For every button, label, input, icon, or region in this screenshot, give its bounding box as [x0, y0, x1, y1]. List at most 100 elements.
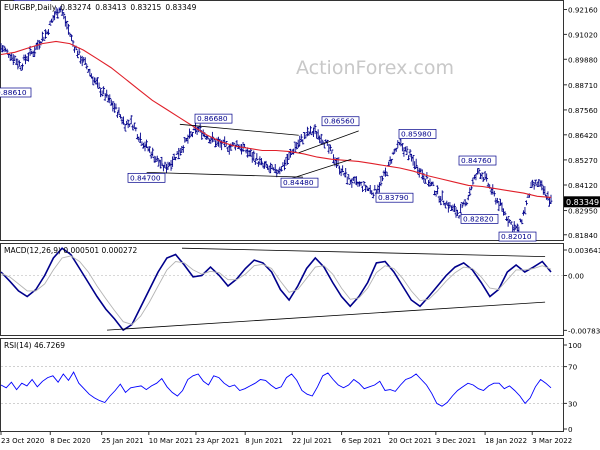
ohlc-bar — [411, 155, 415, 166]
annotation-box — [321, 116, 360, 127]
annotation-box — [398, 129, 437, 139]
ohlc-bar — [5, 48, 9, 54]
ohlc-bar — [436, 185, 440, 195]
ohlc-bar — [407, 155, 410, 161]
price-trendlines — [146, 123, 359, 180]
ohlc-bar — [413, 161, 417, 170]
ohlc-bar — [313, 124, 317, 135]
ohlc-bar — [83, 57, 87, 65]
ohlc-bar — [223, 136, 227, 148]
ohlc-bar — [540, 180, 544, 191]
ohlc-bar — [188, 128, 191, 139]
symbol-title: EURGBP,Daily — [4, 3, 57, 12]
ohlc-bar — [279, 166, 283, 172]
ohlc-bar — [68, 32, 72, 37]
annotation-label: 0.88610 — [0, 88, 27, 97]
ohlc-bar — [91, 76, 95, 86]
y-tick-label: 0.86420 — [568, 131, 598, 140]
ohlc-bar — [469, 185, 473, 191]
ohlc-bar — [134, 126, 138, 132]
ohlc-bar — [537, 179, 541, 187]
ohlc-bar — [139, 132, 142, 144]
price-y-ticks: 0.92160 0.91020 0.89880 0.88710 0.87560 0.864… — [563, 6, 598, 240]
ohlc-bar — [361, 185, 364, 193]
ohlc-bar — [390, 158, 394, 164]
y-tick-label: 0 — [568, 425, 573, 434]
ohlc-high: 0.83413 — [95, 3, 126, 12]
macd-trendline — [107, 301, 546, 331]
ohlc-bar — [11, 54, 15, 66]
y-tick-label: 100 — [568, 341, 582, 350]
macd-series — [0, 247, 552, 332]
ohlc-bar — [126, 119, 130, 129]
ohlc-bar — [44, 29, 47, 39]
annotation-label: 0.85980 — [401, 129, 432, 138]
annotation-label: 0.84760 — [461, 156, 492, 165]
annotation-label: 0.86680 — [197, 114, 228, 123]
ohlc-bar — [158, 159, 162, 169]
ohlc-bar — [99, 88, 102, 98]
price-annotation: 0.88610 — [0, 87, 32, 98]
price-annotation: 0.85980 — [398, 129, 437, 139]
ohlc-bar — [60, 9, 64, 16]
ohlc-bar — [2, 45, 6, 53]
price-annotation: 0.84760 — [458, 155, 497, 166]
ohlc-bar — [471, 177, 475, 185]
ohlc-bar — [364, 184, 368, 193]
ohlc-bar — [477, 167, 481, 175]
ohlc-bar — [253, 159, 257, 165]
price-panel-title: EURGBP,Daily 0.83274 0.83413 0.83215 0.83349 — [4, 3, 197, 12]
current-price-label: 0.83349 — [564, 196, 600, 208]
ohlc-bar — [105, 89, 109, 98]
price-annotation: 0.86560 — [321, 116, 360, 127]
ohlc-bar — [214, 140, 217, 148]
ohlc-bar — [255, 153, 259, 161]
ohlc-bar — [301, 139, 305, 145]
ohlc-bar — [56, 8, 60, 19]
ohlc-bar — [132, 122, 136, 129]
ohlc-bar — [293, 141, 297, 153]
ohlc-bar — [457, 215, 461, 219]
ohlc-bar — [17, 60, 21, 67]
rsi-line — [0, 371, 552, 407]
moving-average-line — [0, 40, 552, 198]
ohlc-bar — [459, 203, 463, 214]
ohlc-close: 0.83349 — [165, 3, 196, 12]
annotation-box — [0, 87, 32, 98]
ohlc-bar — [319, 133, 323, 145]
ohlc-bar — [289, 148, 292, 158]
annotation-box — [194, 113, 233, 124]
annotation-label: 0.83790 — [378, 193, 409, 202]
y-tick-label: 0.82950 — [568, 207, 598, 216]
ohlc-bar — [482, 177, 485, 182]
price-series — [0, 6, 553, 234]
ohlc-bar — [446, 202, 450, 213]
ohlc-bar — [48, 20, 52, 26]
moving-average — [0, 40, 552, 198]
x-tick-label: 10 Mar 2021 — [149, 437, 193, 445]
ohlc-bar — [112, 102, 116, 113]
ohlc-bar — [485, 173, 489, 182]
ohlc-bar — [76, 50, 80, 59]
x-tick-label: 3 Dec 2021 — [436, 437, 476, 445]
annotation-label: 0.84480 — [283, 178, 314, 187]
price-annotation: 0.86680 — [194, 113, 233, 124]
ohlc-bar — [359, 181, 363, 186]
ohlc-bar — [160, 156, 164, 167]
x-tick-label: 20 Oct 2021 — [389, 437, 432, 445]
rsi-panel-title: RSI(14) 46.7269 — [4, 341, 65, 350]
ohlc-bar — [328, 144, 332, 152]
ohlc-bar — [13, 55, 17, 62]
ohlc-bar — [269, 162, 273, 174]
x-tick-label: 18 Jan 2022 — [485, 437, 527, 445]
annotation-box — [458, 155, 497, 166]
annotation-box — [460, 214, 499, 224]
x-tick-label: 23 Oct 2020 — [1, 437, 44, 445]
ohlc-bar — [306, 126, 309, 137]
ohlc-bar — [549, 194, 553, 204]
ohlc-bar — [400, 143, 404, 152]
annotation-label: 0.86560 — [324, 117, 355, 126]
ohlc-bar — [191, 131, 194, 138]
